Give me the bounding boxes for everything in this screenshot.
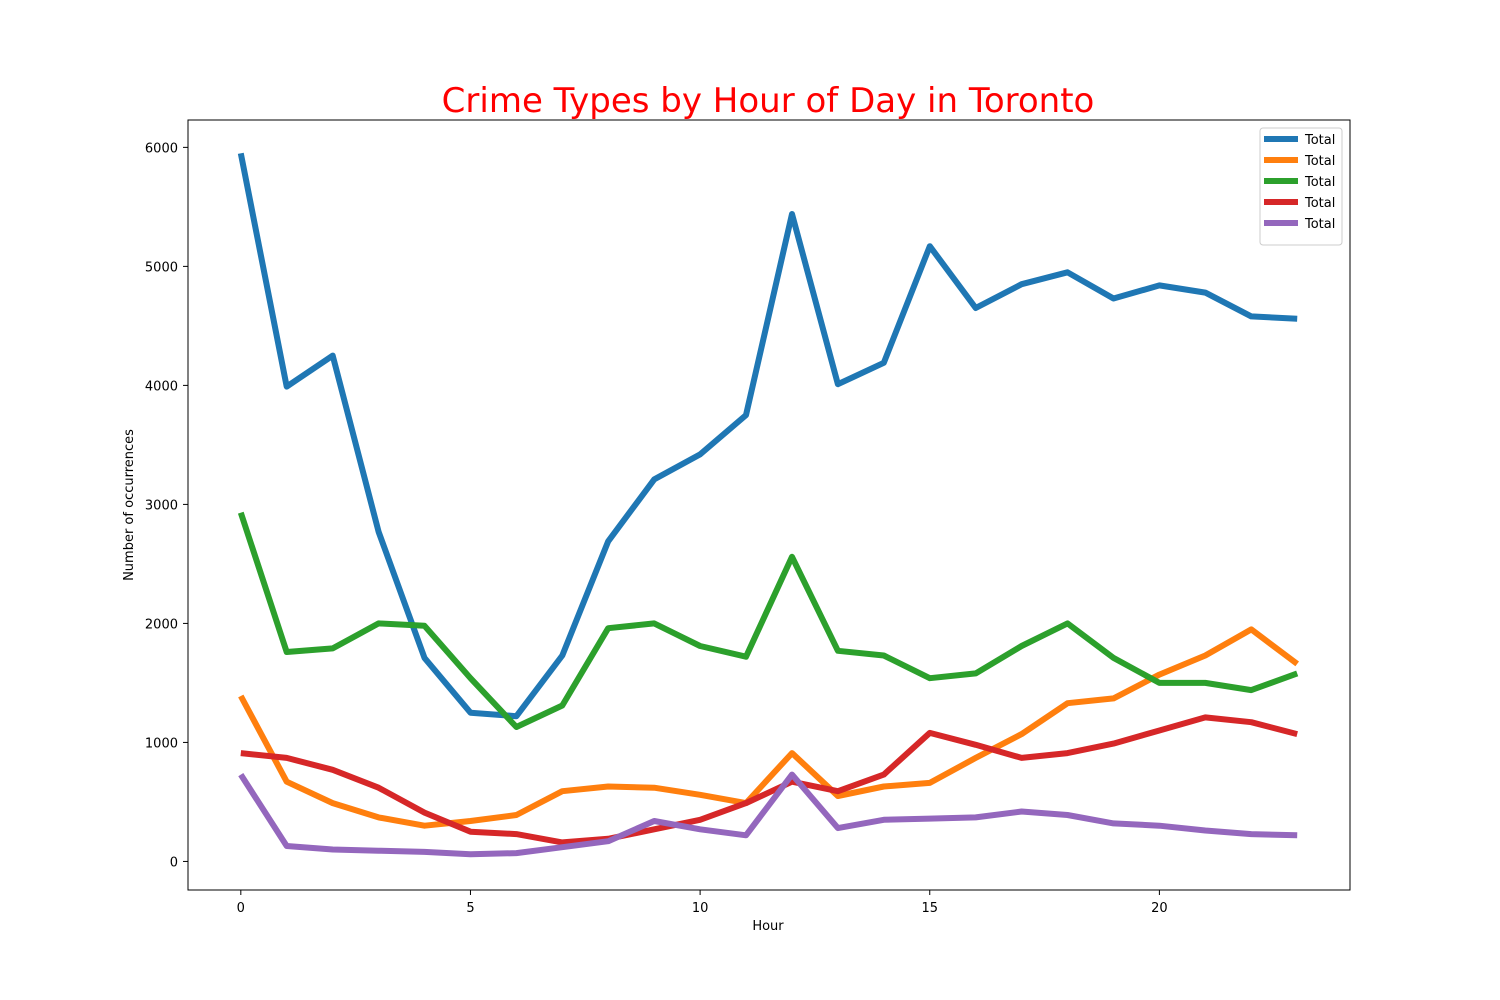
- legend-label-2: Total: [1304, 154, 1335, 169]
- y-tick-label: 4000: [145, 379, 178, 394]
- series-lines: [237, 152, 1300, 858]
- legend: Total Total Total Total Total: [1259, 127, 1343, 246]
- y-axis-label: Number of occurrences: [122, 429, 137, 581]
- y-axis-ticks: 0 1000 2000 3000 4000 5000 6000: [145, 141, 188, 870]
- y-tick-label: 1000: [145, 736, 178, 751]
- series-line-2: [238, 626, 1300, 829]
- x-tick-label: 15: [921, 901, 938, 916]
- x-tick-label: 0: [237, 901, 245, 916]
- x-tick-label: 10: [692, 901, 709, 916]
- y-tick-label: 3000: [145, 498, 178, 513]
- y-tick-label: 5000: [145, 260, 178, 275]
- y-tick-label: 6000: [145, 141, 178, 156]
- x-axis-ticks: 0 5 10 15 20: [237, 890, 1168, 916]
- chart-title: Crime Types by Hour of Day in Toronto: [442, 81, 1095, 121]
- x-tick-label: 20: [1151, 901, 1168, 916]
- legend-label-1: Total: [1304, 133, 1335, 148]
- y-tick-label: 0: [170, 855, 178, 870]
- series-line-1: [237, 152, 1298, 720]
- series-line-5: [238, 771, 1298, 858]
- legend-label-5: Total: [1304, 217, 1335, 232]
- plot-frame: [187, 119, 1351, 891]
- legend-label-4: Total: [1304, 196, 1335, 211]
- legend-label-3: Total: [1304, 175, 1335, 190]
- series-line-3: [237, 511, 1299, 730]
- series-line-4: [240, 714, 1298, 846]
- x-tick-label: 5: [466, 901, 474, 916]
- y-tick-label: 2000: [145, 617, 178, 632]
- x-axis-label: Hour: [752, 919, 784, 934]
